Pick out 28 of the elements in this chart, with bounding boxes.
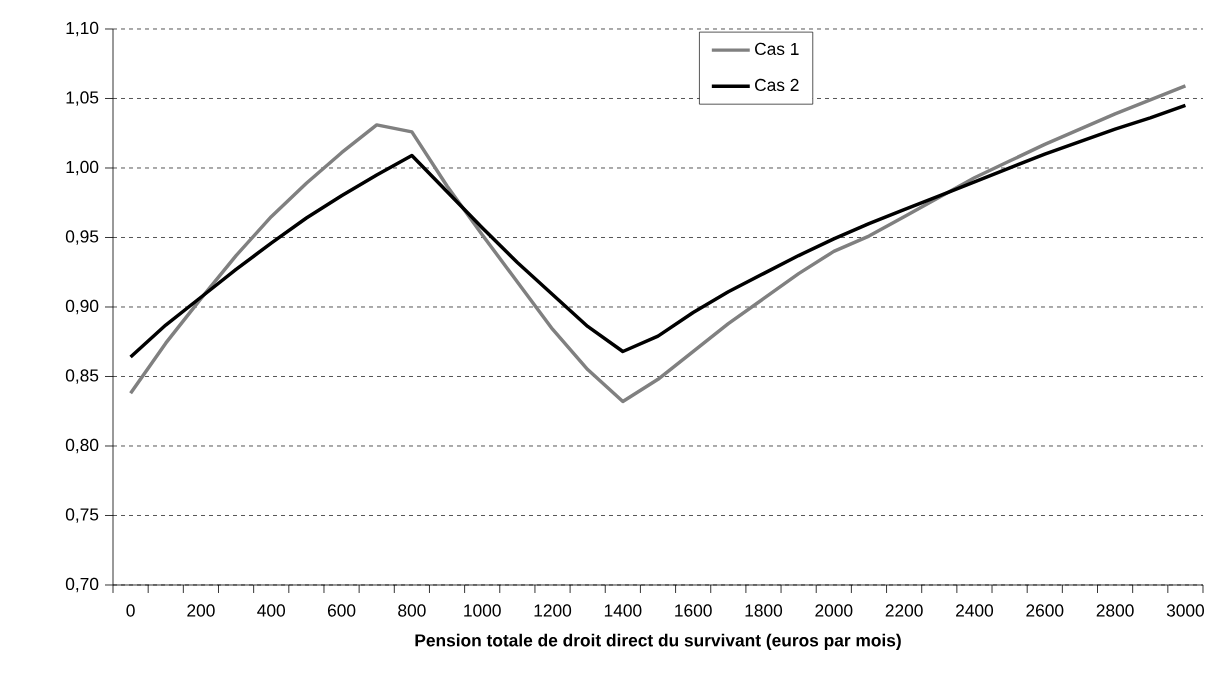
y-tick-label: 1,00 [66,160,99,176]
x-tick-label: 600 [327,604,356,617]
x-tick-label: 2200 [885,604,923,617]
y-tick-label: 0,70 [65,577,99,593]
x-tick-label: 400 [257,604,286,617]
x-tick-label: 0 [126,604,135,617]
x-tick-label: 1800 [745,604,783,617]
x-tick-label: 2600 [1026,604,1064,617]
x-tick-label: 1400 [604,604,642,617]
x-axis-title: Pension totale de droit direct du survivant (euros par mois) [415,633,901,650]
y-tick-label: 0,85 [65,369,99,384]
y-tick-label: 0,90 [65,299,99,315]
x-tick-label: 200 [187,604,215,617]
y-tick-label: 1,05 [66,91,99,106]
x-tick-label: 2800 [1096,604,1134,617]
y-tick-label: 1,10 [66,21,99,37]
y-tick-label: 0,80 [65,438,99,454]
legend-label: Cas 2 [755,78,799,92]
x-tick-label: 3000 [1166,604,1205,617]
legend-label: Cas 1 [755,42,799,56]
x-tick-label: 2000 [815,604,853,617]
x-tick-label: 2400 [956,604,994,617]
x-tick-label: 1000 [464,604,501,617]
y-tick-label: 0,75 [65,508,99,523]
x-tick-label: 800 [398,604,426,617]
y-tick-label: 0,95 [65,230,99,245]
x-tick-label: 1600 [675,604,712,617]
x-tick-label: 1200 [534,604,572,617]
